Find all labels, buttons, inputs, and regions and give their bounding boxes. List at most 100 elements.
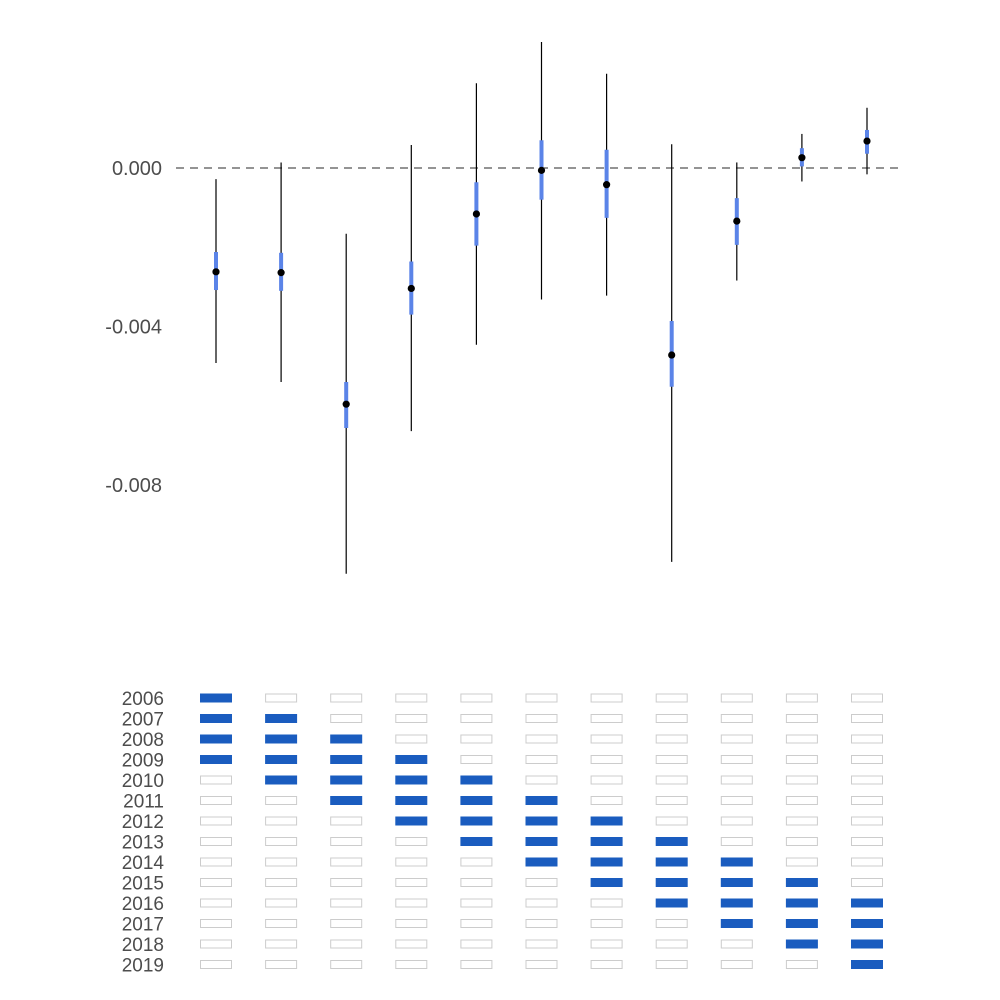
window-cell-empty xyxy=(265,898,298,908)
window-cell-empty xyxy=(525,960,558,969)
window-cell-filled xyxy=(265,734,298,744)
window-cell-empty xyxy=(265,816,298,826)
window-cell-empty xyxy=(200,816,232,826)
window-cell-filled xyxy=(460,837,493,846)
window-cell-empty xyxy=(590,714,623,723)
window-cell-empty xyxy=(200,939,232,949)
window-cell-empty xyxy=(851,796,883,805)
window-cell-filled xyxy=(785,898,818,908)
window-cell-empty xyxy=(200,919,232,928)
window-cell-empty xyxy=(460,734,493,744)
window-cell-empty xyxy=(655,693,688,703)
window-cell-empty xyxy=(655,775,688,785)
window-cell-filled xyxy=(785,919,818,928)
window-cell-empty xyxy=(265,919,298,928)
window-cell-empty xyxy=(265,878,298,887)
window-cell-filled xyxy=(720,878,753,887)
window-cell-filled xyxy=(785,878,818,887)
window-cell-empty xyxy=(851,816,883,826)
window-cell-filled xyxy=(851,939,883,949)
window-cell-empty xyxy=(200,837,232,846)
window-cell-empty xyxy=(460,755,493,764)
window-cell-empty xyxy=(590,960,623,969)
window-cell-filled xyxy=(330,734,363,744)
window-cell-empty xyxy=(330,898,363,908)
window-cell-empty xyxy=(590,734,623,744)
window-cell-empty xyxy=(720,837,753,846)
window-cell-empty xyxy=(720,714,753,723)
window-cell-empty xyxy=(720,939,753,949)
window-cell-filled xyxy=(590,857,623,867)
window-cell-filled xyxy=(525,816,558,826)
window-cell-empty xyxy=(720,960,753,969)
window-cell-empty xyxy=(395,693,428,703)
window-cell-filled xyxy=(720,857,753,867)
window-cell-empty xyxy=(851,755,883,764)
year-label: 2018 xyxy=(122,935,164,956)
window-cell-filled xyxy=(330,755,363,764)
point-estimate xyxy=(798,154,806,162)
window-cell-filled xyxy=(785,939,818,949)
window-cell-empty xyxy=(395,837,428,846)
window-cell-filled xyxy=(590,878,623,887)
window-cell-empty xyxy=(200,878,232,887)
window-cell-empty xyxy=(460,919,493,928)
window-cell-filled xyxy=(200,693,232,703)
window-cell-empty xyxy=(525,755,558,764)
window-cell-filled xyxy=(590,837,623,846)
window-cell-empty xyxy=(460,878,493,887)
window-cell-empty xyxy=(655,960,688,969)
window-cell-empty xyxy=(200,775,232,785)
coefficient-plot-panel: 0.000 -0.004 -0.008 xyxy=(105,41,902,574)
window-matrix-panel: 2006200720082009201020112012201320142015… xyxy=(122,689,883,977)
window-cell-empty xyxy=(395,714,428,723)
window-cell-empty xyxy=(330,693,363,703)
window-cell-filled xyxy=(590,816,623,826)
window-cell-empty xyxy=(720,796,753,805)
window-cell-empty xyxy=(460,939,493,949)
window-cell-empty xyxy=(330,960,363,969)
y-tick-label: 0.000 xyxy=(112,158,162,180)
window-cell-empty xyxy=(525,898,558,908)
window-cell-empty xyxy=(395,734,428,744)
window-cell-empty xyxy=(395,857,428,867)
window-cell-empty xyxy=(590,775,623,785)
year-label: 2013 xyxy=(122,833,164,854)
window-cell-filled xyxy=(395,796,428,805)
window-cell-filled xyxy=(525,837,558,846)
window-cell-filled xyxy=(525,796,558,805)
window-cell-empty xyxy=(395,878,428,887)
window-cell-empty xyxy=(785,755,818,764)
point-estimate xyxy=(342,400,350,408)
window-cell-empty xyxy=(655,939,688,949)
window-cell-empty xyxy=(395,919,428,928)
year-label: 2014 xyxy=(122,853,165,874)
window-cell-empty xyxy=(525,919,558,928)
window-cell-empty xyxy=(395,960,428,969)
window-cell-filled xyxy=(330,796,363,805)
window-cell-empty xyxy=(525,775,558,785)
window-cell-filled xyxy=(720,898,753,908)
window-cell-empty xyxy=(395,939,428,949)
window-cell-filled xyxy=(395,775,428,785)
window-cell-empty xyxy=(265,837,298,846)
window-cell-filled xyxy=(200,734,232,744)
window-cell-empty xyxy=(655,755,688,764)
window-cell-empty xyxy=(330,857,363,867)
window-cell-empty xyxy=(265,693,298,703)
year-label: 2008 xyxy=(122,730,164,751)
window-cell-empty xyxy=(590,919,623,928)
year-label: 2007 xyxy=(122,710,164,731)
window-cell-empty xyxy=(785,857,818,867)
window-cell-empty xyxy=(655,714,688,723)
window-cell-empty xyxy=(265,857,298,867)
window-cell-empty xyxy=(655,919,688,928)
window-cell-empty xyxy=(851,714,883,723)
window-cell-empty xyxy=(525,714,558,723)
y-tick-label: -0.008 xyxy=(105,475,162,497)
window-cell-empty xyxy=(785,796,818,805)
window-cell-empty xyxy=(590,693,623,703)
point-estimate xyxy=(472,210,480,218)
window-cell-empty xyxy=(200,796,232,805)
